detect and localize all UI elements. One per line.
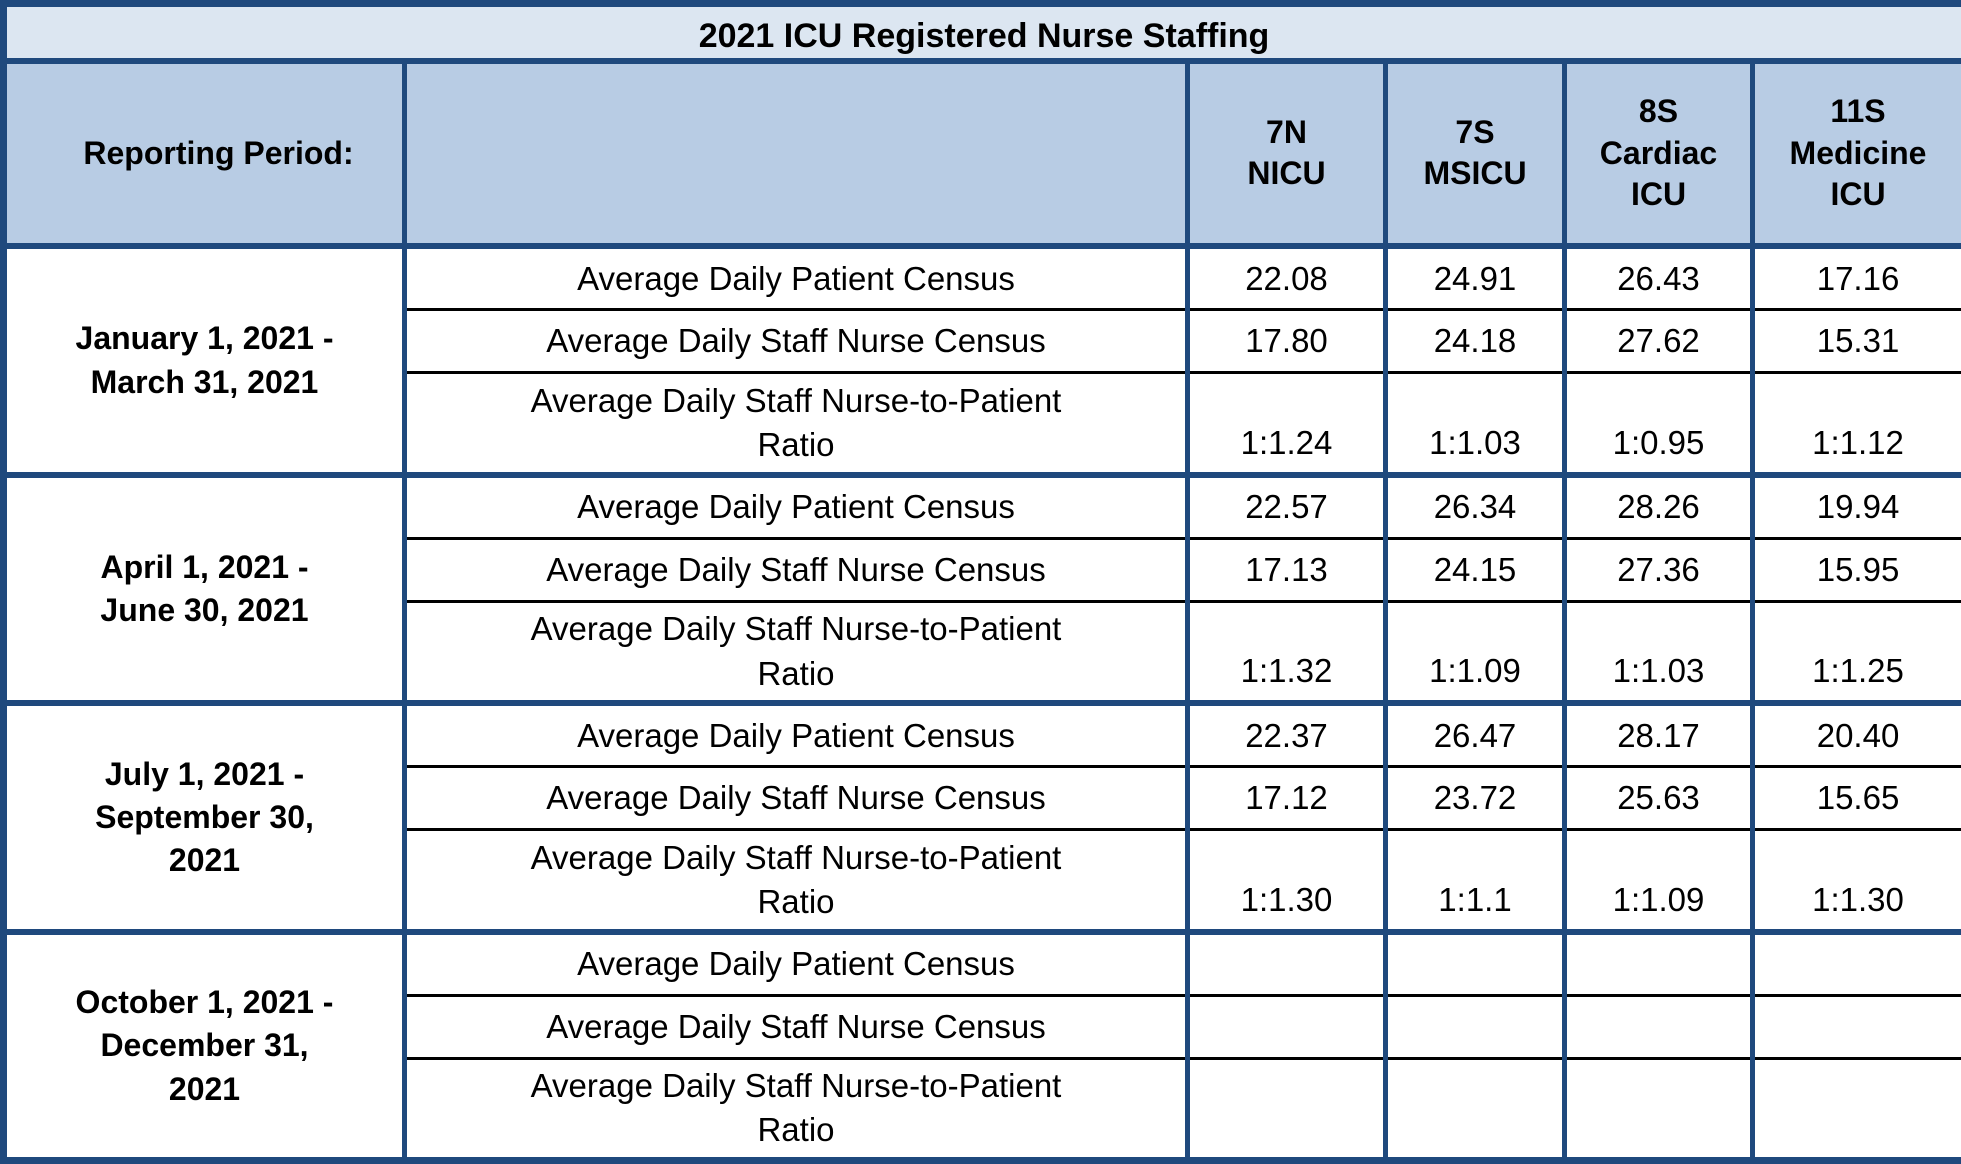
unit-column-header-11s-medicine-icu: 11S Medicine ICU <box>1749 60 1961 250</box>
data-cell: 28.17 <box>1562 703 1753 769</box>
data-cell <box>1562 1058 1753 1164</box>
data-cell: 1:1.12 <box>1749 372 1961 478</box>
data-cell: 24.91 <box>1383 246 1565 312</box>
data-cell: 17.12 <box>1185 766 1386 832</box>
data-cell: 1:1.09 <box>1383 601 1565 707</box>
data-cell: 17.16 <box>1749 246 1961 312</box>
data-cell: 22.37 <box>1185 703 1386 769</box>
data-cell: 24.15 <box>1383 538 1565 603</box>
period-cell-q4: October 1, 2021 - December 31, 2021 <box>1 931 405 1164</box>
metric-label: Average Daily Staff Nurse Census <box>402 538 1188 603</box>
data-cell: 1:1.09 <box>1562 829 1753 935</box>
data-cell <box>1749 1058 1961 1164</box>
data-cell: 1:1.30 <box>1185 829 1386 935</box>
metric-label: Average Daily Patient Census <box>402 246 1188 312</box>
data-cell: 1:1.32 <box>1185 601 1386 707</box>
unit-column-header-7n-nicu: 7N NICU <box>1185 60 1386 250</box>
metric-label: Average Daily Patient Census <box>402 703 1188 769</box>
metric-label: Average Daily Staff Nurse-to-Patient Rat… <box>402 1058 1188 1164</box>
data-cell: 15.65 <box>1749 766 1961 832</box>
data-cell: 15.95 <box>1749 538 1961 603</box>
data-cell <box>1383 931 1565 997</box>
data-cell: 24.18 <box>1383 309 1565 375</box>
data-cell: 1:1.30 <box>1749 829 1961 935</box>
data-cell: 1:1.1 <box>1383 829 1565 935</box>
data-cell: 1:1.25 <box>1749 601 1961 707</box>
metric-label: Average Daily Patient Census <box>402 931 1188 997</box>
data-cell <box>1185 931 1386 997</box>
data-cell <box>1749 995 1961 1060</box>
data-cell: 26.47 <box>1383 703 1565 769</box>
data-cell: 17.13 <box>1185 538 1386 603</box>
data-cell: 23.72 <box>1383 766 1565 832</box>
data-cell: 26.43 <box>1562 246 1753 312</box>
data-cell: 19.94 <box>1749 474 1961 540</box>
data-cell: 27.62 <box>1562 309 1753 375</box>
data-cell <box>1383 995 1565 1060</box>
data-cell: 20.40 <box>1749 703 1961 769</box>
unit-column-header-8s-cardiac-icu: 8S Cardiac ICU <box>1562 60 1753 250</box>
period-cell-q3: July 1, 2021 - September 30, 2021 <box>1 703 405 935</box>
metric-label: Average Daily Staff Nurse Census <box>402 766 1188 832</box>
metric-label: Average Daily Staff Nurse Census <box>402 995 1188 1060</box>
reporting-period-header: Reporting Period: <box>1 60 405 250</box>
data-cell <box>1185 995 1386 1060</box>
data-cell <box>1562 931 1753 997</box>
data-cell: 1:1.24 <box>1185 372 1386 478</box>
period-cell-q2: April 1, 2021 - June 30, 2021 <box>1 474 405 707</box>
unit-column-header-7s-msicu: 7S MSICU <box>1383 60 1565 250</box>
data-cell: 17.80 <box>1185 309 1386 375</box>
period-cell-q1: January 1, 2021 - March 31, 2021 <box>1 246 405 478</box>
metric-label: Average Daily Staff Nurse-to-Patient Rat… <box>402 601 1188 707</box>
table-title: 2021 ICU Registered Nurse Staffing <box>0 3 1961 64</box>
metric-label: Average Daily Patient Census <box>402 474 1188 540</box>
data-cell: 26.34 <box>1383 474 1565 540</box>
data-cell <box>1185 1058 1386 1164</box>
data-cell: 15.31 <box>1749 309 1961 375</box>
metric-label: Average Daily Staff Nurse Census <box>402 309 1188 375</box>
data-cell <box>1383 1058 1565 1164</box>
data-cell: 1:1.03 <box>1562 601 1753 707</box>
data-cell: 22.08 <box>1185 246 1386 312</box>
data-cell: 22.57 <box>1185 474 1386 540</box>
data-cell: 27.36 <box>1562 538 1753 603</box>
data-cell: 28.26 <box>1562 474 1753 540</box>
metric-label: Average Daily Staff Nurse-to-Patient Rat… <box>402 829 1188 935</box>
data-cell: 25.63 <box>1562 766 1753 832</box>
data-cell: 1:0.95 <box>1562 372 1753 478</box>
data-cell: 1:1.03 <box>1383 372 1565 478</box>
data-cell <box>1562 995 1753 1060</box>
metric-column-header <box>402 60 1188 250</box>
metric-label: Average Daily Staff Nurse-to-Patient Rat… <box>402 372 1188 478</box>
data-cell <box>1749 931 1961 997</box>
